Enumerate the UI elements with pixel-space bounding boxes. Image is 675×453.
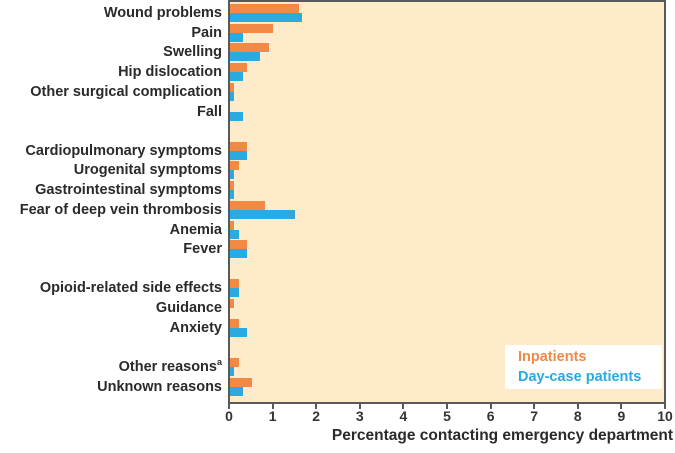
x-axis-tick-label: 7: [530, 408, 539, 424]
x-axis-tick-label: 0: [225, 408, 233, 424]
category-label-anxiety: Anxiety: [169, 319, 222, 336]
bar-inpatients-opioid-related-side-effects: [230, 279, 239, 289]
legend-item-day-case-patients: Day-case patients: [518, 367, 662, 387]
x-axis-tick: [664, 404, 666, 409]
bar-inpatients-guidance: [230, 299, 235, 309]
bar-day-case-patients-gastrointestinal-symptoms: [230, 190, 235, 200]
x-axis-tick: [446, 404, 448, 409]
bar-day-case-patients-other-reasons: [230, 367, 235, 376]
x-axis-tick: [620, 404, 623, 409]
legend-label-day-case-patients: Day-case patients: [518, 369, 642, 385]
legend-label-inpatients: Inpatients: [518, 349, 587, 365]
bar-day-case-patients-anxiety: [230, 327, 248, 337]
bar-inpatients-anxiety: [230, 318, 239, 328]
x-axis-tick: [315, 404, 318, 409]
bar-day-case-patients-unknown-reasons: [230, 386, 244, 396]
bar-day-case-patients-cardiopulmonary-symptoms: [230, 150, 248, 160]
category-label-guidance: Guidance: [155, 300, 222, 317]
category-label-urogenital-symptoms: Urogenital symptoms: [73, 162, 222, 179]
x-axis-tick-label: 3: [355, 408, 364, 424]
bar-day-case-patients-fear-of-deep-vein-thrombosis: [230, 209, 296, 219]
category-label-swelling: Swelling: [163, 44, 222, 61]
bar-day-case-patients-fever: [230, 249, 248, 259]
x-axis-tick: [358, 404, 361, 409]
x-axis-tick-label: 10: [657, 408, 673, 424]
x-axis-tick: [489, 404, 492, 409]
x-axis-tick-label: 5: [443, 408, 451, 424]
x-axis-tick-label: 6: [486, 408, 495, 424]
x-axis-title: Percentage contacting emergency departme…: [331, 427, 673, 444]
bar-inpatients-fear-of-deep-vein-thrombosis: [230, 200, 265, 210]
x-axis-tick-label: 8: [573, 408, 582, 424]
category-label-gastrointestinal-symptoms: Gastrointestinal symptoms: [35, 182, 222, 199]
x-axis-tick: [271, 404, 274, 409]
bar-day-case-patients-wound-problems: [230, 13, 302, 22]
x-axis-tick: [533, 404, 536, 409]
bar-inpatients-wound-problems: [230, 4, 300, 13]
bar-inpatients-urogenital-symptoms: [230, 161, 239, 171]
bar-inpatients-cardiopulmonary-symptoms: [230, 141, 248, 151]
bar-day-case-patients-urogenital-symptoms: [230, 170, 235, 180]
legend: Inpatients Day-case patients: [505, 345, 662, 389]
category-label-pain: Pain: [191, 24, 222, 41]
x-axis-tick: [402, 404, 405, 409]
category-label-other-reasons: Other reasonsa: [118, 357, 222, 375]
bar-inpatients-unknown-reasons: [230, 377, 252, 387]
bar-day-case-patients-other-surgical-complication: [230, 91, 235, 101]
bar-day-case-patients-anemia: [230, 229, 239, 239]
plot-area: [228, 0, 666, 404]
bar-inpatients-swelling: [230, 43, 270, 53]
category-label-cardiopulmonary-symptoms: Cardiopulmonary symptoms: [25, 142, 222, 159]
category-label-fall: Fall: [197, 103, 222, 120]
bar-day-case-patients-hip-dislocation: [230, 72, 244, 82]
bar-day-case-patients-pain: [230, 32, 244, 42]
category-label-anemia: Anemia: [169, 221, 222, 238]
bar-inpatients-pain: [230, 23, 274, 33]
bar-inpatients-fever: [230, 240, 248, 250]
bar-inpatients-other-surgical-complication: [230, 82, 235, 92]
category-label-hip-dislocation: Hip dislocation: [118, 64, 222, 81]
x-axis-tick-label: 1: [268, 408, 277, 424]
x-axis-tick: [228, 404, 230, 409]
bar-day-case-patients-opioid-related-side-effects: [230, 288, 239, 298]
x-axis-tick-label: 4: [399, 408, 408, 424]
category-label-other-surgical-complication: Other surgical complication: [30, 83, 222, 100]
category-label-opioid-related-side-effects: Opioid-related side effects: [39, 280, 222, 297]
x-axis-tick: [576, 404, 579, 409]
bar-day-case-patients-fall: [230, 111, 244, 121]
bar-inpatients-gastrointestinal-symptoms: [230, 181, 235, 191]
x-axis-tick-label: 9: [617, 408, 626, 424]
legend-item-inpatients: Inpatients: [518, 347, 662, 367]
bar-inpatients-other-reasons: [230, 358, 239, 367]
category-label-wound-problems: Wound problems: [103, 5, 222, 21]
category-label-fear-of-deep-vein-thrombosis: Fear of deep vein thrombosis: [19, 201, 222, 218]
category-label-fever: Fever: [183, 241, 222, 258]
bar-inpatients-hip-dislocation: [230, 63, 248, 73]
bar-day-case-patients-swelling: [230, 52, 261, 62]
x-axis-tick-label: 2: [312, 408, 321, 424]
category-label-unknown-reasons: Unknown reasons: [97, 378, 222, 395]
bar-inpatients-anemia: [230, 220, 235, 230]
